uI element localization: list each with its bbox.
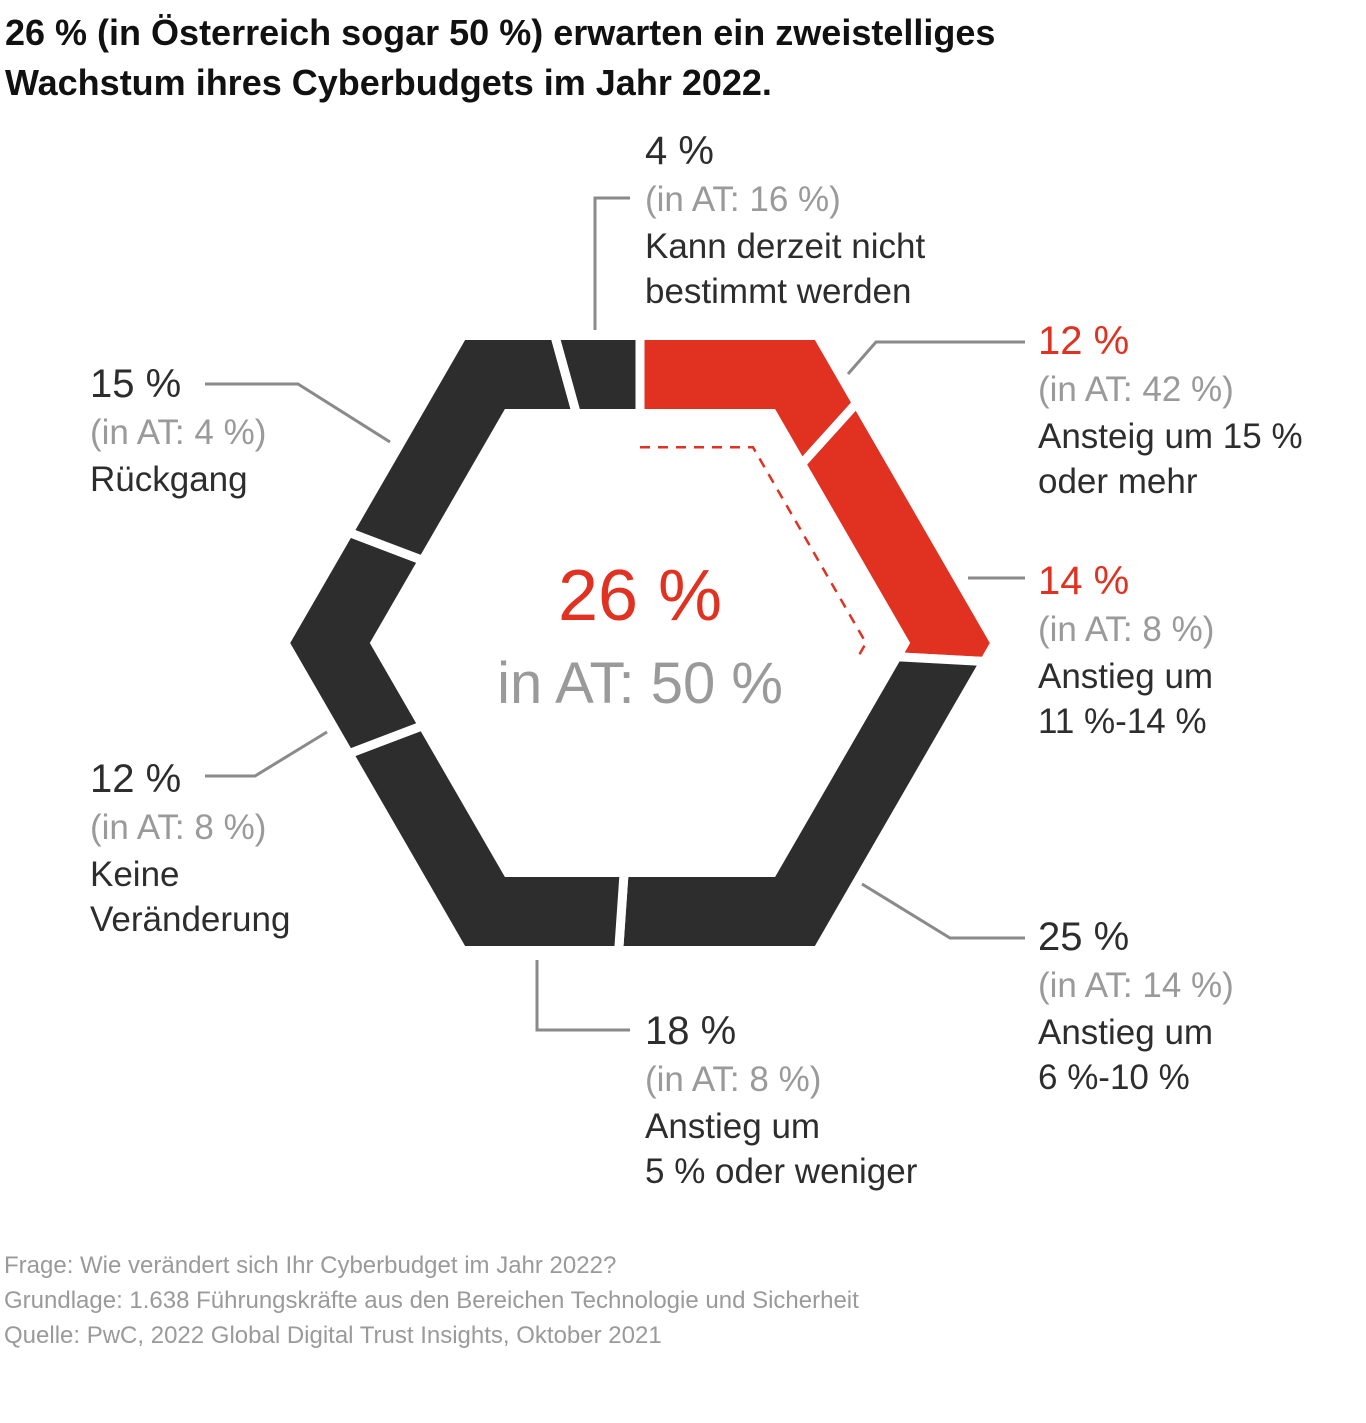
note: Quelle: PwC, 2022 Global Digital Trust I…	[4, 1322, 662, 1349]
dashed-outline	[640, 446, 868, 656]
note: Frage: Wie verändert sich Ihr Cyberbudge…	[4, 1252, 617, 1279]
at-label: (in AT: 8 %)	[645, 1060, 822, 1099]
leader-line	[535, 960, 630, 1032]
leader-line	[861, 882, 1025, 940]
leader-line	[846, 340, 1025, 375]
chart-title: 26 % (in Österreich sogar 50 %) erwarten…	[5, 12, 996, 103]
value-label: 25 %	[1038, 915, 1130, 959]
segment-label: 4 % (in AT: 16 %) Kann derzeit nicht besti…	[645, 126, 925, 314]
category-label: Anstieg um 5 % oder weniger	[645, 1107, 918, 1191]
segment-label: 12 % (in AT: 42 %) Ansteig um 15 % oder me…	[1038, 316, 1303, 504]
at-label: (in AT: 8 %)	[1038, 610, 1215, 649]
at-label: (in AT: 42 %)	[1038, 370, 1234, 409]
segment-label: 15 % (in AT: 4 %) Rückgang	[90, 359, 266, 502]
note: Grundlage: 1.638 Führungskräfte aus den …	[4, 1287, 859, 1314]
value-label: 14 %	[1038, 559, 1130, 603]
value-label: 18 %	[645, 1009, 737, 1053]
leader-line	[205, 382, 391, 444]
segment-label: 14 % (in AT: 8 %) Anstieg um 11 %-14 %	[1038, 556, 1214, 744]
category-label: Kann derzeit nicht bestimmt werden	[645, 227, 926, 311]
leader-lines	[205, 196, 1025, 1032]
leader-line	[593, 196, 630, 330]
at-label: (in AT: 16 %)	[645, 180, 841, 219]
category-label: Anstieg um 6 %-10 %	[1038, 1013, 1214, 1097]
at-label: (in AT: 8 %)	[90, 808, 267, 847]
center-sublabel: in AT: 50 %	[497, 651, 783, 716]
segment-label: 18 % (in AT: 8 %) Anstieg um 5 % oder weni…	[645, 1006, 917, 1194]
notes: Frage: Wie verändert sich Ihr Cyberbudge…	[4, 1248, 859, 1353]
leader-line	[205, 730, 328, 778]
at-label: (in AT: 14 %)	[1038, 966, 1234, 1005]
segment	[342, 720, 629, 955]
segment	[548, 331, 645, 419]
segment-label: 12 % (in AT: 8 %) Keine Veränderung	[90, 754, 290, 942]
value-label: 15 %	[90, 362, 182, 406]
category-label: Anstieg um 11 %-14 %	[1038, 657, 1214, 741]
center-label: 26 %	[557, 556, 723, 636]
at-label: (in AT: 4 %)	[90, 413, 267, 452]
value-label: 4 %	[645, 129, 714, 173]
value-label: 12 %	[1038, 319, 1130, 363]
category-label: Ansteig um 15 % oder mehr	[1038, 417, 1303, 501]
category-label: Rückgang	[90, 460, 248, 499]
value-label: 12 %	[90, 757, 182, 801]
segment-label: 25 % (in AT: 14 %) Anstieg um 6 %-10 %	[1038, 912, 1234, 1100]
segment	[342, 331, 583, 566]
category-label: Keine Veränderung	[90, 855, 291, 939]
